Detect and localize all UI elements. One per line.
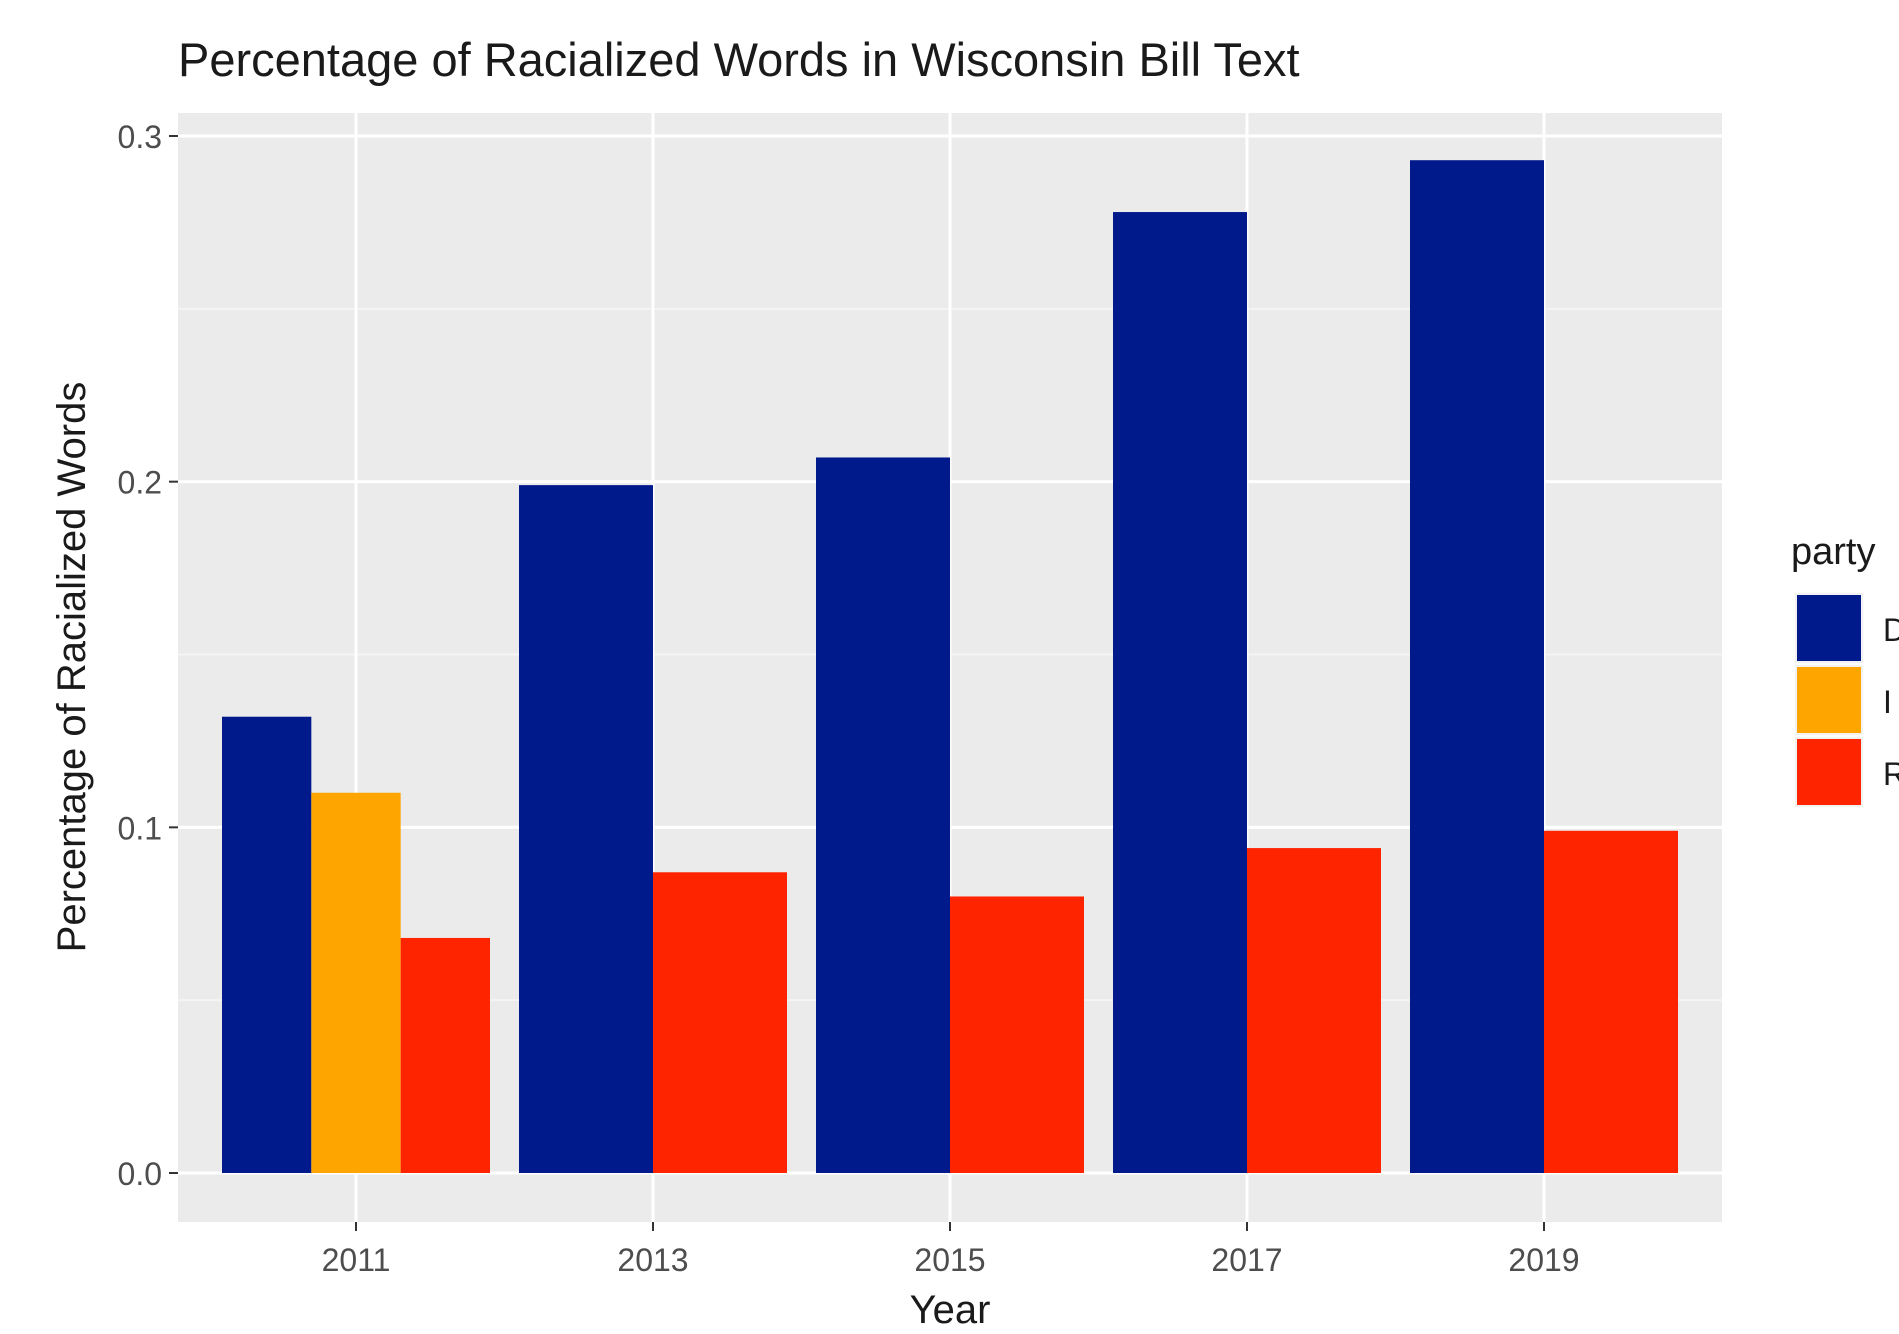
legend-title: party xyxy=(1791,531,1875,573)
legend-label: R xyxy=(1883,756,1899,792)
bar-R-2017 xyxy=(1247,848,1381,1173)
legend-label: D xyxy=(1883,612,1899,648)
x-tick-label: 2015 xyxy=(914,1242,985,1278)
chart-title: Percentage of Racialized Words in Wiscon… xyxy=(178,33,1300,86)
x-tick-label: 2017 xyxy=(1211,1242,1282,1278)
legend-key-R xyxy=(1797,739,1861,805)
legend-label: I xyxy=(1883,684,1892,720)
x-tick-label: 2011 xyxy=(322,1242,391,1278)
bars xyxy=(222,160,1678,1174)
bar-D-2019 xyxy=(1410,160,1544,1174)
axes: 0.0 0.1 0.2 0.3 2011 2013 2015 2017 2019 xyxy=(118,119,1580,1278)
bar-D-2013 xyxy=(519,485,653,1174)
x-tick-label: 2019 xyxy=(1508,1242,1579,1278)
x-axis-title: Year xyxy=(910,1288,991,1329)
bar-I-2011 xyxy=(311,792,401,1173)
bar-R-2013 xyxy=(653,872,787,1173)
legend: party DIR xyxy=(1791,531,1899,807)
y-axis-title: Percentage of Racialized Words xyxy=(50,382,94,953)
bar-R-2019 xyxy=(1544,830,1678,1173)
legend-key-I xyxy=(1797,667,1861,733)
y-tick-label: 0.2 xyxy=(118,465,162,501)
bar-R-2011 xyxy=(400,937,490,1173)
x-tick-label: 2013 xyxy=(617,1242,688,1278)
bar-D-2017 xyxy=(1113,212,1247,1174)
bar-D-2015 xyxy=(816,457,950,1174)
y-tick-label: 0.1 xyxy=(118,810,162,846)
bar-R-2015 xyxy=(950,896,1084,1173)
y-tick-label: 0.3 xyxy=(118,119,162,155)
bar-D-2011 xyxy=(222,716,312,1173)
legend-key-D xyxy=(1797,595,1861,661)
y-tick-label: 0.0 xyxy=(118,1156,162,1192)
